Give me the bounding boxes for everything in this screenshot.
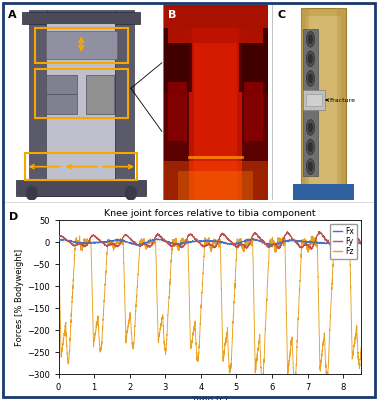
Fy [353,233,358,238]
Bar [163,24,192,92]
Fx [91,240,95,245]
Text: B: B [168,10,176,20]
Circle shape [308,122,313,132]
Circle shape [306,139,314,155]
Y-axis label: Forces [% Bodyweight]: Forces [% Bodyweight] [15,248,24,346]
Bar [46,94,77,114]
Circle shape [306,120,314,135]
Line: Fx: Fx [59,239,361,245]
Fz [91,330,95,335]
Bar [22,12,140,24]
Text: A: A [8,10,17,20]
Bar [293,184,354,200]
Bar [189,4,242,200]
Legend: Fx, Fy, Fz: Fx, Fy, Fz [330,224,357,259]
Circle shape [26,186,37,200]
Circle shape [306,159,314,174]
Fx [321,240,325,245]
Circle shape [308,34,313,44]
Bar [338,8,345,198]
Fx [186,240,190,244]
Fz [172,243,177,248]
Fz [293,385,297,390]
Fx [172,241,177,246]
Bar [25,153,137,180]
Bar [46,74,77,94]
Text: D: D [9,212,19,222]
Bar [115,10,134,196]
Bar [301,8,345,198]
Circle shape [308,74,313,83]
Circle shape [308,142,313,152]
Fy [350,228,354,233]
Circle shape [306,32,314,47]
Fy [172,243,177,248]
Fx [56,238,61,243]
Fz [353,334,358,339]
Bar [168,82,187,141]
Fx [359,241,363,246]
Bar [35,69,128,118]
Bar [29,10,47,196]
Circle shape [125,186,136,200]
Circle shape [306,71,314,86]
Fy [309,247,314,252]
Fy [91,234,95,238]
Fy [185,234,190,238]
Bar [35,28,128,63]
Bar [168,4,263,43]
Bar [194,4,237,200]
Bar [86,74,114,114]
Bar [306,94,322,106]
Bar [303,90,325,110]
Fx [109,239,113,244]
Fz [77,234,82,238]
Bar [303,30,318,176]
Bar [239,24,268,92]
Fz [186,240,190,245]
Fy [109,242,113,246]
Circle shape [308,162,313,172]
Fx [252,236,256,241]
Fy [56,236,61,241]
Line: Fz: Fz [59,236,361,387]
Bar [301,8,309,198]
Circle shape [306,51,314,67]
Bar [47,24,115,180]
Bar [163,161,268,200]
Fy [320,233,325,238]
Text: C: C [277,10,285,20]
Fx [353,239,358,244]
Bar [47,10,115,196]
Bar [306,16,341,192]
Bar [163,4,268,28]
Title: Knee joint forces relative to tibia component: Knee joint forces relative to tibia comp… [104,209,316,218]
Fx [137,243,142,248]
Bar [46,32,117,59]
Fz [359,346,363,350]
Fz [56,239,61,244]
Text: Fracture: Fracture [326,98,355,102]
Bar [244,82,263,141]
Fz [321,343,325,348]
Fz [109,239,113,244]
Fy [359,241,363,246]
Bar [16,180,146,196]
X-axis label: Time [s]: Time [s] [192,395,228,400]
Bar [178,170,253,200]
Circle shape [308,54,313,64]
Line: Fy: Fy [59,231,361,250]
